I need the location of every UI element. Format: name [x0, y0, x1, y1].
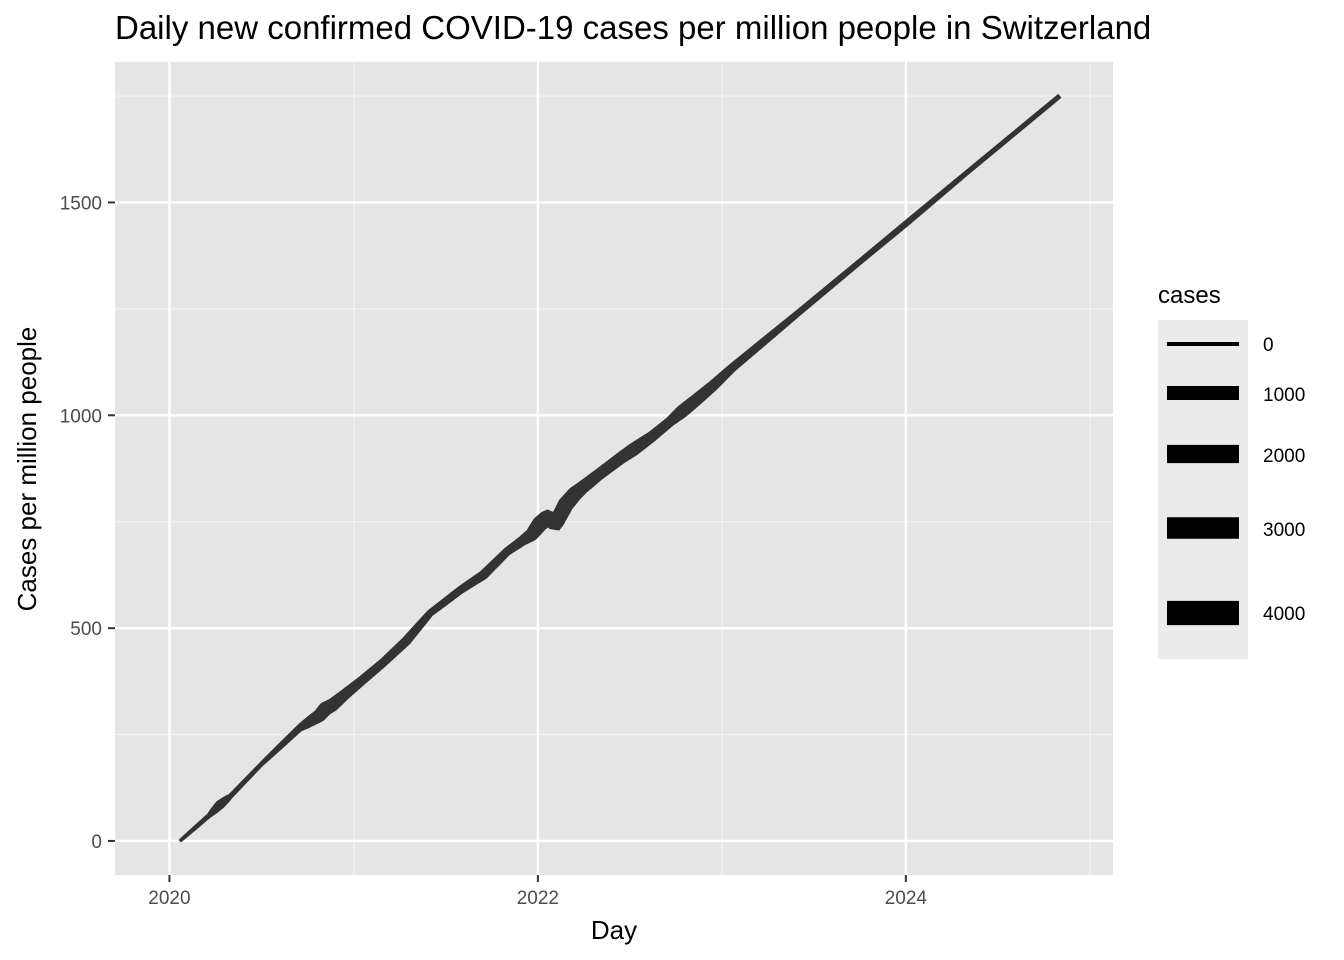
y-axis: 0 500 1000 1500	[60, 193, 115, 853]
x-tick-label: 2024	[885, 888, 928, 909]
x-tick-label: 2022	[517, 888, 559, 909]
major-gridlines	[115, 62, 1113, 875]
legend-label-3: 3000	[1263, 520, 1305, 541]
series-layer	[178, 94, 1062, 843]
y-tick-label: 1000	[60, 406, 102, 427]
minor-gridlines	[115, 62, 1113, 875]
x-axis: 2020 2022 2024	[148, 875, 927, 909]
legend: cases 0 1000 2000 3000 4000	[1158, 282, 1305, 659]
series-line-0	[178, 94, 1062, 843]
y-axis-title: Cases per million people	[12, 327, 42, 612]
y-tick-label: 500	[70, 619, 102, 640]
y-tick-label: 1500	[60, 193, 102, 214]
x-tick-label: 2020	[148, 888, 190, 909]
y-tick-label: 0	[91, 832, 102, 853]
legend-label-4: 4000	[1263, 604, 1305, 625]
legend-title: cases	[1158, 282, 1221, 309]
legend-label-2: 2000	[1263, 446, 1305, 467]
legend-label-0: 0	[1263, 335, 1274, 356]
legend-label-1: 1000	[1263, 385, 1305, 406]
chart-title: Daily new confirmed COVID-19 cases per m…	[115, 9, 1151, 46]
x-axis-title: Day	[591, 915, 637, 945]
